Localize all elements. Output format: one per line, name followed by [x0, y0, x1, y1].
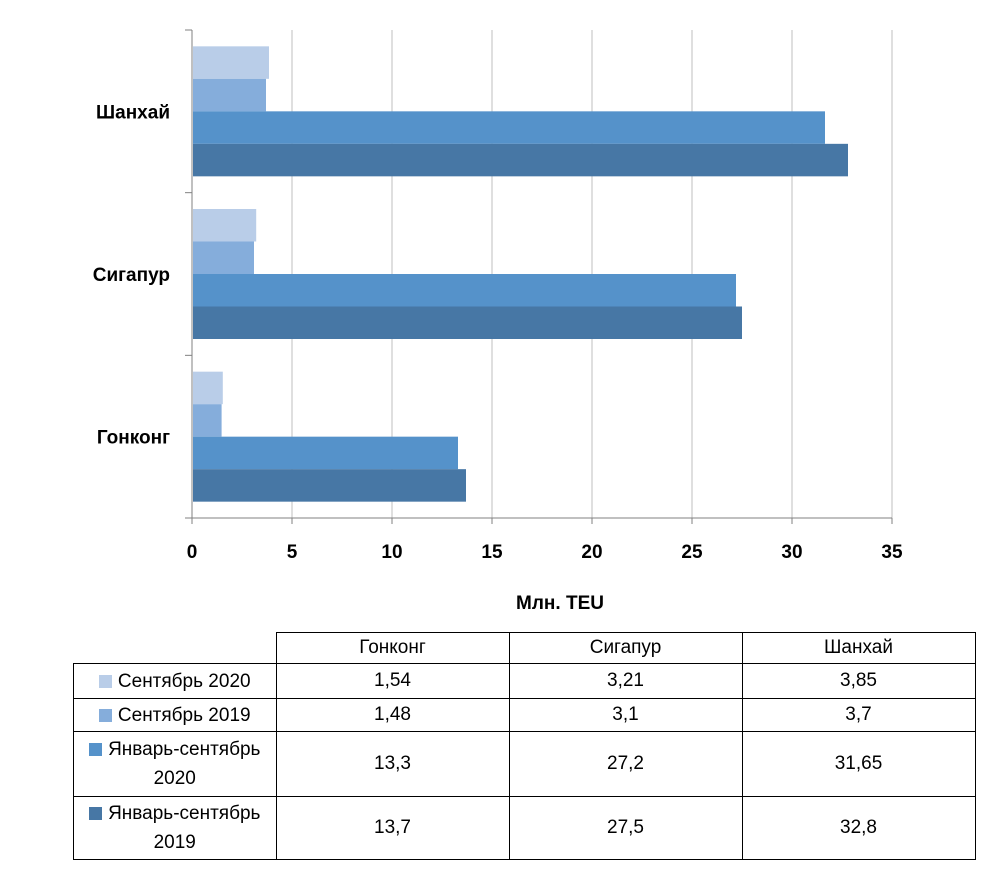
bar — [193, 241, 254, 274]
legend-swatch — [89, 743, 103, 756]
table-row: Январь-сентябрь 2020 13,3 27,2 31,65 — [73, 731, 976, 797]
table-cell: 13,7 — [275, 796, 510, 860]
category-label: Шанхай — [96, 102, 170, 123]
table-cell: 3,21 — [508, 663, 743, 699]
x-tick-label: 5 — [287, 542, 298, 563]
x-tick-label: 25 — [681, 542, 703, 563]
table-header-cell: Гонконг — [275, 632, 510, 664]
legend-swatch — [89, 807, 103, 820]
table-cell: 27,5 — [508, 796, 743, 860]
bar — [193, 78, 266, 112]
labels: 0 5 10 15 20 25 30 35 Гонконг Сигапур Шанхай — [93, 102, 903, 563]
table-row: Январь-сентябрь 2019 13,7 27,5 32,8 — [73, 796, 976, 860]
table-corner — [73, 632, 277, 664]
table-header-cell: Сигапур — [508, 632, 743, 664]
table-row-label: Сентябрь 2020 — [73, 663, 277, 699]
x-tick-label: 35 — [881, 542, 903, 563]
legend-label: Сентябрь 2019 — [117, 704, 251, 726]
table-row: Сентябрь 2019 1,48 3,1 3,7 — [73, 698, 976, 732]
table-cell: 27,2 — [508, 731, 743, 797]
table-row-label: Январь-сентябрь 2020 — [73, 731, 277, 797]
table-cell: 1,48 — [275, 698, 510, 732]
table-row: Сентябрь 2020 1,54 3,21 3,85 — [73, 663, 976, 699]
x-tick-label: 15 — [481, 542, 503, 563]
legend-label: Сентябрь 2020 — [117, 670, 251, 692]
x-tick-label: 30 — [781, 542, 802, 563]
table-cell: 3,7 — [741, 698, 976, 732]
table-row-label: Сентябрь 2019 — [73, 698, 277, 732]
x-axis-title: Млн. TEU — [516, 593, 604, 614]
table-cell: 32,8 — [741, 796, 976, 860]
table-cell: 31,65 — [741, 731, 976, 797]
x-tick-label: 0 — [187, 542, 198, 563]
table-cell: 1,54 — [275, 663, 510, 699]
bar — [193, 274, 736, 307]
category-label: Гонконг — [97, 428, 170, 449]
table-header-row: Гонконг Сигапур Шанхай — [73, 632, 976, 664]
table-header-cell: Шанхай — [741, 632, 976, 664]
legend-label: Январь-сентябрь — [108, 803, 261, 824]
bar — [193, 209, 257, 242]
bar — [193, 143, 848, 177]
bar — [193, 469, 466, 502]
bar — [193, 111, 825, 144]
category-label: Сигапур — [93, 265, 170, 286]
table-cell: 3,1 — [508, 698, 743, 732]
legend-label: 2020 — [153, 768, 196, 789]
bar-chart: 0 5 10 15 20 25 30 35 Гонконг Сигапур Шанхай Млн. … — [93, 29, 903, 614]
axes — [185, 29, 893, 524]
data-table: Гонконг Сигапур Шанхай Сентябрь 2020 1,54 3,2… — [73, 632, 976, 860]
legend-label: 2019 — [153, 832, 196, 853]
bar — [193, 404, 222, 437]
x-tick-label: 20 — [581, 542, 602, 563]
legend-swatch — [98, 674, 112, 688]
table-cell: 3,85 — [741, 663, 976, 699]
bar — [193, 371, 223, 405]
bar — [193, 436, 458, 470]
x-tick-label: 10 — [381, 542, 402, 563]
table-cell: 13,3 — [275, 731, 510, 797]
bar — [193, 306, 742, 339]
bars — [193, 46, 848, 502]
legend-label: Январь-сентябрь — [108, 739, 261, 760]
table-row-label: Январь-сентябрь 2019 — [73, 796, 277, 860]
legend-swatch — [98, 708, 112, 722]
bar — [193, 46, 269, 79]
